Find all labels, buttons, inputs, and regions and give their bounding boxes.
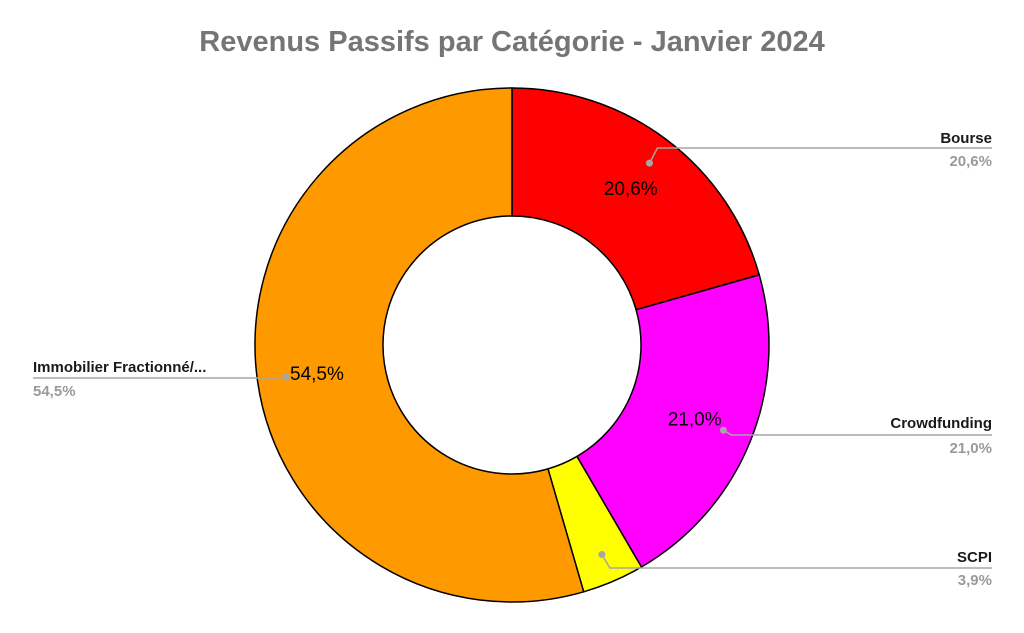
callout-line-immobilier-fractionne <box>33 376 287 379</box>
slice-bourse <box>511 87 761 311</box>
callout-line-crowdfunding <box>723 429 992 436</box>
callout-value-bourse: 20,6% <box>949 153 992 170</box>
callout-value-scpi: 3,9% <box>958 572 992 589</box>
callout-value-immobilier-fractionne: 54,5% <box>33 383 76 400</box>
data-label-crowdfunding: 21,0% <box>668 410 722 431</box>
chart-title: Revenus Passifs par Catégorie - Janvier … <box>199 26 825 58</box>
callout-value-crowdfunding: 21,0% <box>949 440 992 457</box>
callout-label-scpi: SCPI <box>957 549 992 566</box>
slice-immobilier-fractionne <box>254 87 585 603</box>
callouts-layer: Bourse 20,6% Crowdfunding 21,0% SCPI 3,9% Immo… <box>33 130 992 589</box>
callout-label-bourse: Bourse <box>940 130 992 147</box>
callout-line-bourse <box>648 147 992 164</box>
data-labels-layer: 20,6% 21,0% 54,5% <box>290 179 722 431</box>
callout-label-crowdfunding: Crowdfunding <box>890 415 992 432</box>
callout-line-scpi <box>601 554 992 569</box>
slices-layer <box>254 87 770 603</box>
data-label-bourse: 20,6% <box>604 179 658 200</box>
slice-crowdfunding <box>575 273 770 569</box>
data-label-immobilier-fractionne: 54,5% <box>290 364 344 385</box>
callout-label-immobilier-fractionne: Immobilier Fractionné/... <box>33 359 206 376</box>
